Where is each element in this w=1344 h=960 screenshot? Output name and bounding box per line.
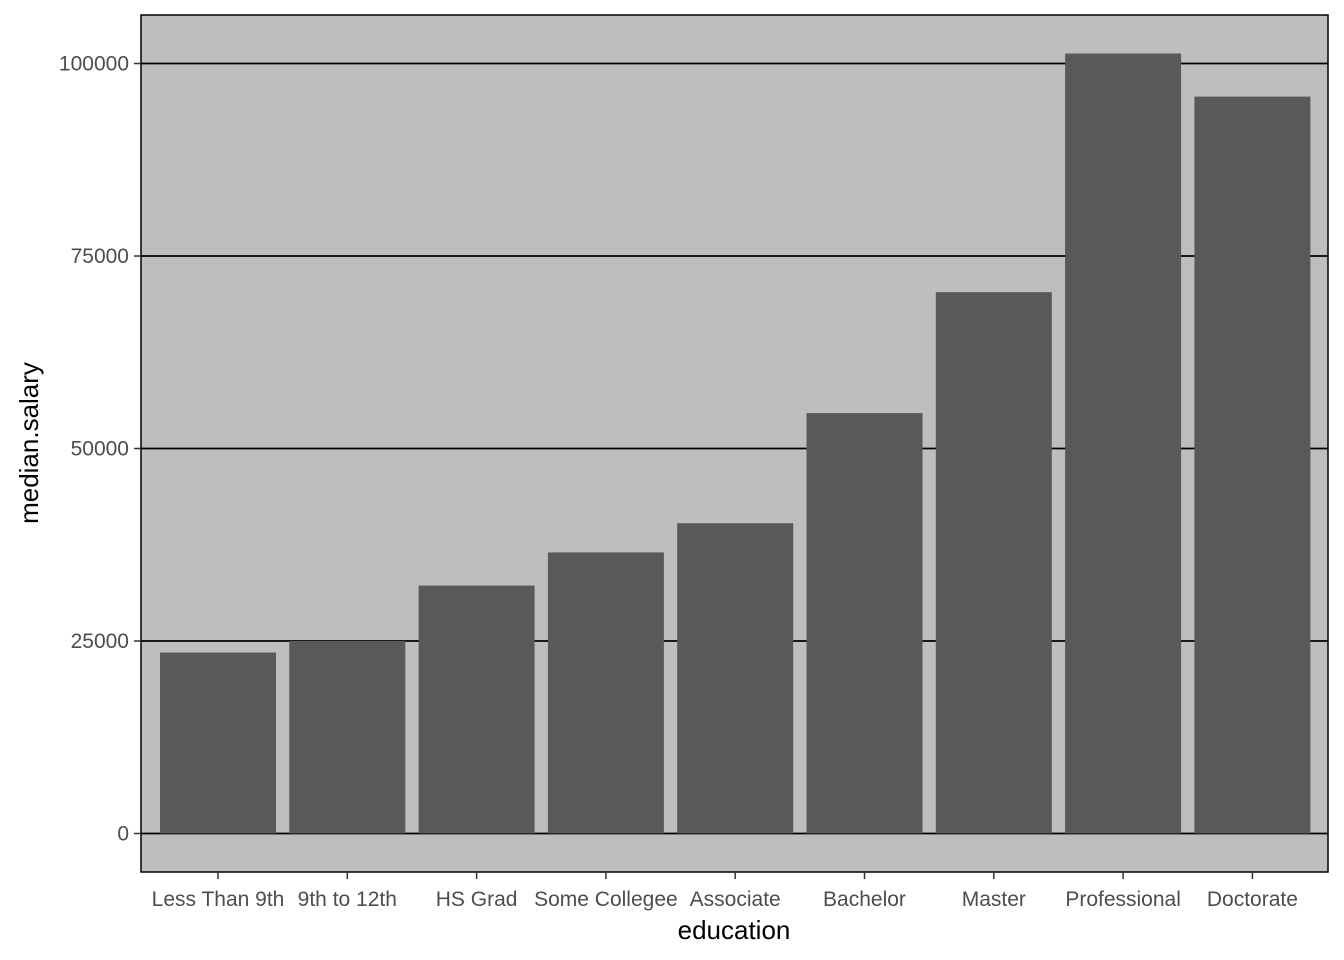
- x-tick-label: HS Grad: [436, 888, 518, 911]
- y-axis: 0 25000 50000 75000 100000: [59, 53, 141, 846]
- bar-9th-to-12th: [289, 641, 406, 834]
- y-axis-title: median.salary: [14, 362, 44, 524]
- x-tick-label: Master: [962, 888, 1026, 911]
- bar-professional: [1065, 53, 1182, 834]
- bar-hs-grad: [418, 585, 535, 834]
- x-axis-title: education: [678, 915, 791, 945]
- x-tick-label: Doctorate: [1207, 888, 1298, 911]
- bar-master: [935, 292, 1052, 834]
- y-tick-label: 100000: [59, 53, 129, 76]
- y-tick-label: 50000: [71, 438, 129, 461]
- bar-doctorate: [1194, 96, 1311, 834]
- y-tick-label: 0: [117, 823, 129, 846]
- x-axis: Less Than 9th 9th to 12th HS Grad Some Coll…: [152, 872, 1298, 911]
- x-tick-label: 9th to 12th: [298, 888, 397, 911]
- y-tick-label: 25000: [71, 630, 129, 653]
- x-tick-label: Less Than 9th: [152, 888, 285, 911]
- x-tick-label: Professional: [1065, 888, 1181, 911]
- x-tick-label: Associate: [690, 888, 781, 911]
- y-tick-label: 75000: [71, 245, 129, 268]
- x-tick-label: Bachelor: [823, 888, 906, 911]
- x-tick-label: Some Collegee: [534, 888, 678, 911]
- bar-bachelor: [806, 413, 923, 834]
- bar-associate: [677, 523, 794, 834]
- bar-some-collegee: [547, 552, 664, 834]
- bars: [160, 53, 1311, 834]
- bar-less-than-9th: [160, 652, 276, 834]
